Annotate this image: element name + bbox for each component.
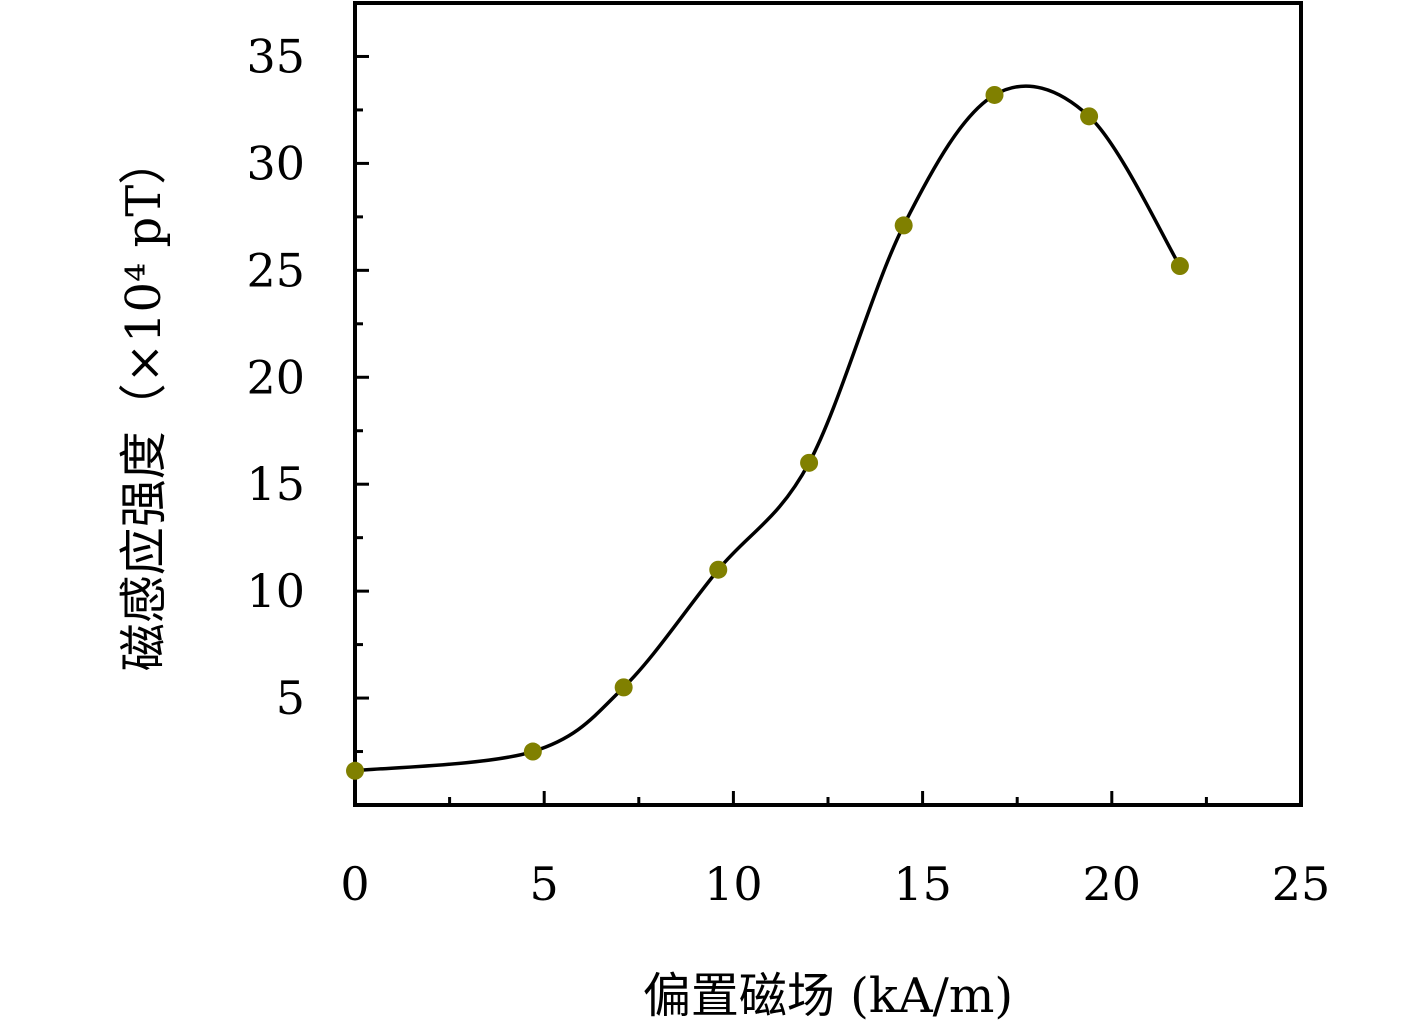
data-point (1080, 107, 1099, 126)
x-tick-label: 10 (704, 857, 763, 911)
x-tick-label: 0 (340, 857, 369, 911)
y-tick-label: 15 (246, 457, 305, 511)
data-point (346, 761, 364, 780)
data-point (614, 678, 633, 697)
y-tick-label: 5 (276, 671, 305, 725)
data-points (346, 85, 1189, 780)
y-tick-label: 30 (246, 136, 305, 190)
x-tick-label: 15 (893, 857, 952, 911)
axis-ticks (353, 1, 1303, 805)
data-point (894, 216, 913, 235)
x-axis-title: 偏置磁场 (kA/m) (643, 968, 1013, 1024)
fit-curve (354, 84, 1182, 773)
plot-frame (353, 1, 1303, 807)
x-tick-label: 25 (1272, 857, 1331, 911)
y-tick-label: 25 (246, 243, 305, 297)
data-point (523, 742, 542, 761)
axis-tick-labels: 0 5 10 15 20 25 5 10 15 20 25 30 35 (246, 29, 1330, 911)
data-point (709, 560, 728, 579)
data-point (1170, 257, 1189, 276)
y-tick-label: 35 (246, 29, 305, 83)
x-tick-label: 20 (1083, 857, 1142, 911)
y-tick-label: 10 (246, 564, 305, 618)
data-point (985, 85, 1004, 104)
x-tick-label: 5 (530, 857, 559, 911)
y-tick-label: 20 (246, 350, 305, 404)
y-axis-title: 磁感应强度（×10⁴ pT） (116, 137, 172, 672)
data-point (800, 453, 819, 472)
